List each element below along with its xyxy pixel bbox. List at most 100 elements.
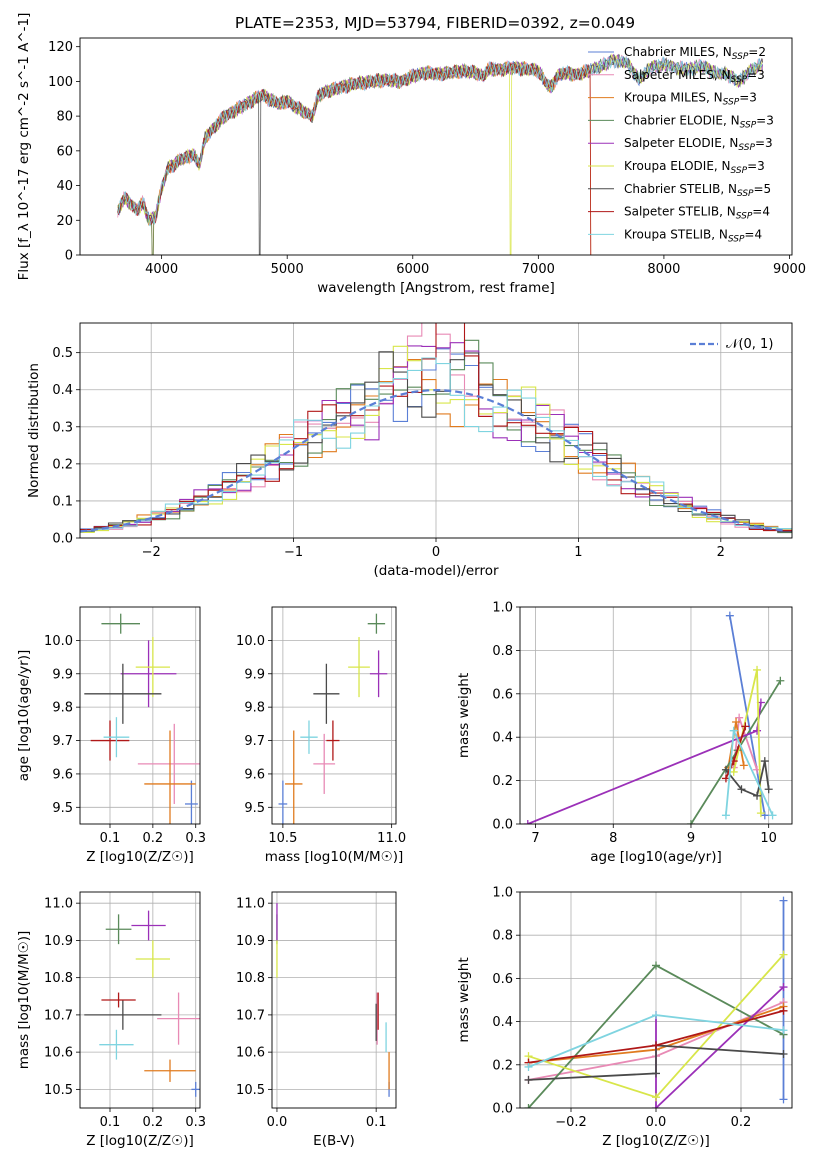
plus-marker bbox=[524, 1062, 533, 1071]
x-tick-label: 0.2 bbox=[731, 1115, 752, 1130]
data-point-errorbar bbox=[157, 992, 200, 1045]
grid-lines bbox=[520, 606, 792, 825]
x-axis-label: E(B-V) bbox=[313, 1133, 355, 1149]
data-point-errorbar bbox=[326, 720, 340, 761]
y-tick-label: 10.7 bbox=[44, 1008, 73, 1023]
plus-marker bbox=[729, 726, 738, 735]
plot-area bbox=[524, 896, 788, 1108]
panel-age_vs_Z: 0.1 0.2 0.3 9.5 9.6 9.7 9.8 9.9 10.0 Z [log10(Z/Z… bbox=[16, 606, 206, 865]
panel-age_vs_mass: 10.5 11.0 9.5 9.6 9.7 9.8 9.9 10.0 mass [log10(M… bbox=[236, 606, 406, 865]
histogram-series bbox=[80, 357, 792, 532]
data-point-errorbar bbox=[369, 650, 388, 698]
plot-area bbox=[80, 323, 792, 534]
y-axis-label: mass [log10(M/M☉)] bbox=[16, 931, 32, 1070]
data-point-errorbar bbox=[84, 1000, 162, 1030]
data-point-errorbar bbox=[367, 613, 386, 634]
data-point-errorbar bbox=[84, 663, 162, 724]
plus-marker bbox=[776, 676, 785, 685]
plus-marker bbox=[735, 713, 744, 722]
y-tick-label: 0.8 bbox=[492, 644, 513, 659]
plus-marker bbox=[768, 811, 777, 820]
x-axis-label: Z [log10(Z/Z☉)] bbox=[602, 1133, 710, 1149]
x-axis-label: age [log10(age/yr)] bbox=[590, 849, 722, 865]
axes-frame bbox=[79, 891, 201, 1109]
plus-marker bbox=[764, 785, 773, 794]
plus-marker bbox=[779, 950, 788, 959]
x-tick-label: 0.2 bbox=[143, 1115, 164, 1130]
axes-frame bbox=[519, 891, 793, 1109]
plus-marker bbox=[737, 785, 746, 794]
y-tick-label: 0.0 bbox=[52, 532, 73, 547]
plus-marker bbox=[524, 1104, 533, 1108]
plus-marker bbox=[524, 1075, 533, 1084]
plus-marker bbox=[779, 983, 788, 992]
plus-marker bbox=[741, 722, 750, 731]
y-tick-label: 9.9 bbox=[244, 667, 265, 682]
plus-marker bbox=[753, 726, 762, 735]
y-tick-label: 0.4 bbox=[52, 383, 73, 398]
x-tick-label: 9000 bbox=[773, 262, 806, 277]
spectrum-series-line bbox=[117, 55, 763, 227]
plot-area bbox=[278, 613, 388, 824]
plot-area bbox=[84, 613, 200, 824]
data-point-errorbar bbox=[101, 992, 136, 1008]
y-tick-label: 10.9 bbox=[44, 934, 73, 949]
y-tick-label: 9.5 bbox=[52, 801, 73, 816]
y-tick-label: 0.5 bbox=[52, 346, 73, 361]
x-axis-label: Z [log10(Z/Z☉)] bbox=[86, 849, 194, 865]
y-tick-label: 1.0 bbox=[492, 601, 513, 616]
y-tick-label: 9.9 bbox=[52, 667, 73, 682]
plot-area bbox=[276, 903, 390, 1097]
y-tick-label: 0.6 bbox=[492, 687, 513, 702]
x-tick-label: 7000 bbox=[522, 262, 555, 277]
y-tick-label: 11.0 bbox=[236, 897, 265, 912]
y-tick-label: 0.0 bbox=[492, 818, 513, 833]
y-axis-label: Normed distribution bbox=[26, 363, 42, 498]
x-axis-label: Z [log10(Z/Z☉)] bbox=[86, 1133, 194, 1149]
y-tick-label: 0.6 bbox=[492, 972, 513, 987]
data-point-errorbar bbox=[99, 1029, 134, 1060]
plus-marker bbox=[686, 820, 695, 824]
data-point-errorbar bbox=[120, 640, 177, 708]
y-tick-label: 9.5 bbox=[244, 801, 265, 816]
data-point-errorbar bbox=[135, 940, 170, 978]
y-tick-label: 9.7 bbox=[244, 734, 265, 749]
y-tick-label: 10.8 bbox=[44, 971, 73, 986]
data-point-errorbar bbox=[144, 730, 196, 824]
x-tick-label: 5000 bbox=[271, 262, 304, 277]
histogram-series bbox=[80, 323, 792, 532]
data-point-errorbar bbox=[135, 637, 170, 698]
y-tick-label: 40 bbox=[56, 179, 73, 194]
plus-marker bbox=[779, 1095, 788, 1104]
plus-marker bbox=[652, 1093, 660, 1102]
legend-label: Salpeter MILES, NSSP=3 bbox=[624, 68, 765, 85]
y-tick-label: 0.4 bbox=[492, 731, 513, 746]
y-axis-label: age [log10(age/yr)] bbox=[16, 650, 32, 782]
axes-frame bbox=[79, 322, 793, 539]
y-tick-label: 10.0 bbox=[44, 634, 73, 649]
plus-marker bbox=[725, 611, 734, 620]
plot-area bbox=[117, 53, 763, 255]
data-point-errorbar bbox=[185, 780, 198, 824]
y-axis-label: Flux [f_λ 10^-17 erg cm^-2 s^-1 A^-1] bbox=[16, 13, 32, 281]
data-point-errorbar bbox=[101, 613, 140, 634]
plus-marker bbox=[779, 896, 788, 905]
y-tick-label: 0.0 bbox=[492, 1102, 513, 1117]
legend-label: 𝒩(0, 1) bbox=[726, 337, 773, 352]
x-tick-label: 0 bbox=[432, 545, 440, 560]
data-point-errorbar bbox=[348, 637, 370, 698]
grid-lines bbox=[80, 607, 200, 824]
spectrum-legend: Chabrier MILES, NSSP=2 Salpeter MILES, NS… bbox=[588, 45, 774, 244]
grid-lines bbox=[272, 607, 396, 824]
y-tick-label: 10.0 bbox=[236, 634, 265, 649]
x-tick-label: 8 bbox=[609, 831, 617, 846]
plus-marker bbox=[652, 1041, 660, 1050]
panel-massweight_vs_age: 7 8 9 10 0.0 0.2 0.4 0.6 0.8 1.0 age [log10(age/yr… bbox=[456, 601, 793, 865]
x-tick-label: 0.3 bbox=[185, 831, 206, 846]
x-axis-label: wavelength [Angstrom, rest frame] bbox=[317, 280, 555, 296]
y-tick-label: 9.6 bbox=[52, 767, 73, 782]
data-point-errorbar bbox=[90, 720, 130, 761]
x-tick-label: −1 bbox=[284, 545, 303, 560]
plot-area bbox=[523, 611, 785, 824]
y-tick-label: 10.5 bbox=[236, 1083, 265, 1098]
